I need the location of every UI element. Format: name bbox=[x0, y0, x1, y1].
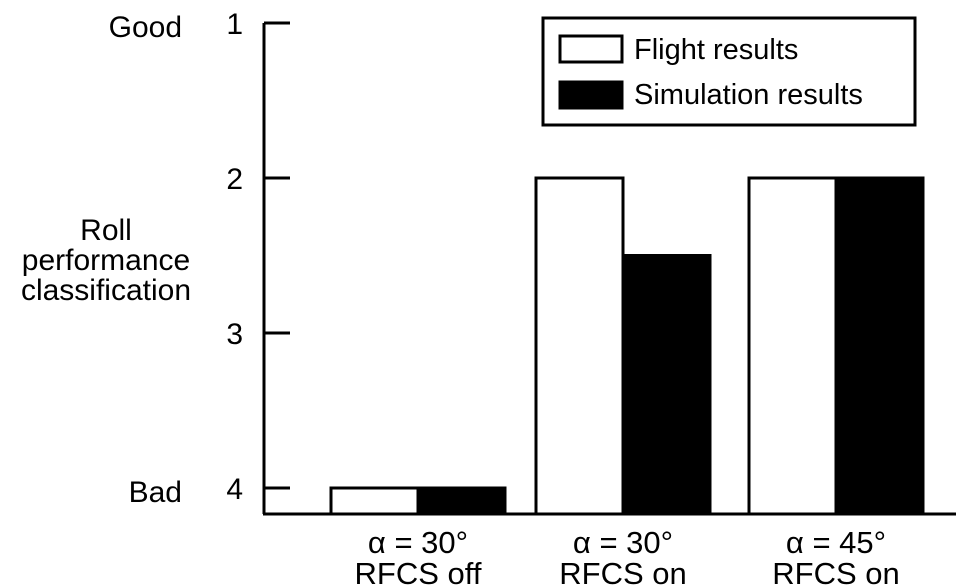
bar-simulation bbox=[621, 254, 712, 516]
bar-simulation bbox=[834, 176, 925, 516]
y-axis-label-line-1: Roll bbox=[80, 214, 132, 247]
legend: Flight results Simulation results bbox=[541, 16, 917, 127]
legend-swatch-simulation bbox=[558, 80, 624, 110]
legend-label-flight: Flight results bbox=[634, 34, 798, 66]
y-tick-label: 2 bbox=[226, 163, 243, 196]
bar-flight bbox=[534, 176, 625, 516]
x-category-label-line-2: RFCS off bbox=[355, 556, 482, 587]
y-axis-ticks: 1 2 3 4 bbox=[226, 8, 290, 506]
x-category-label-line-2: RFCS on bbox=[772, 556, 899, 587]
y-descriptor-good: Good bbox=[109, 11, 182, 44]
bar-simulation bbox=[416, 486, 507, 516]
y-axis-label-line-3: classification bbox=[21, 274, 191, 307]
x-category-label-line-2: RFCS on bbox=[559, 556, 686, 587]
y-tick-label: 1 bbox=[226, 8, 243, 41]
x-category-label-line-1: α = 45° bbox=[786, 525, 886, 560]
x-category-label-line-1: α = 30° bbox=[573, 525, 673, 560]
y-descriptor-bad: Bad bbox=[129, 476, 182, 509]
y-tick-label: 4 bbox=[226, 473, 243, 506]
bar-flight bbox=[747, 176, 838, 516]
legend-swatch-flight bbox=[558, 34, 624, 64]
bar-flight bbox=[329, 486, 420, 516]
y-axis-label-line-2: performance bbox=[22, 244, 190, 277]
y-tick-label: 3 bbox=[226, 318, 243, 351]
x-category-label-line-1: α = 30° bbox=[368, 525, 468, 560]
legend-label-simulation: Simulation results bbox=[634, 79, 863, 111]
bars-group bbox=[329, 176, 925, 516]
